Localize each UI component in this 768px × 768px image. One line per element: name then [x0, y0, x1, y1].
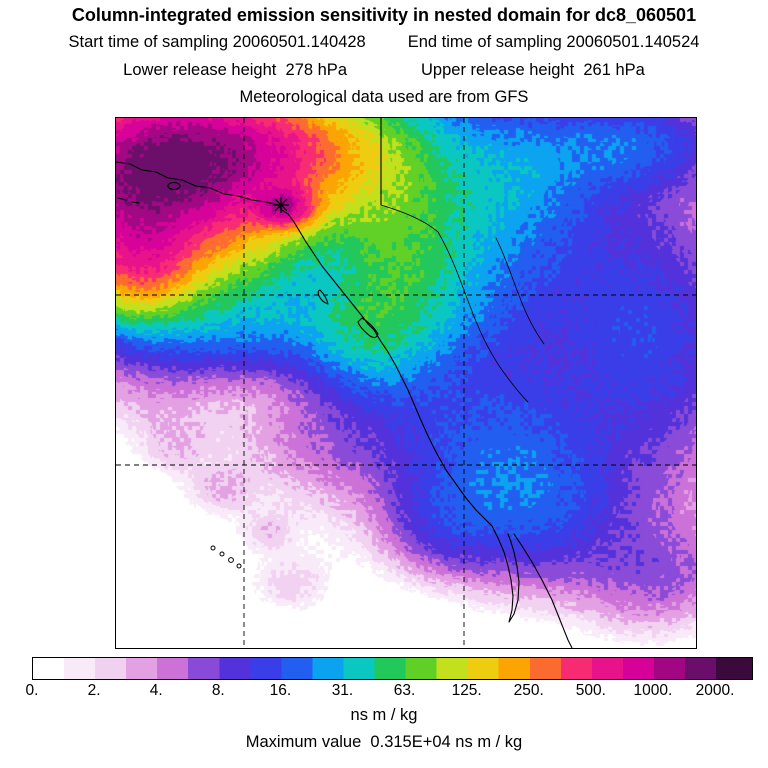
receptor-marker: [273, 197, 289, 213]
haida-gwaii-island: [317, 289, 329, 305]
colorbar-tick-label: 2.: [87, 682, 101, 699]
colorbar-gradient: [33, 658, 752, 679]
baja-peninsula-path: [491, 525, 520, 623]
lower-release-height-text: Lower release height 278 hPa: [123, 61, 347, 79]
met-data-line: Meteorological data used are from GFS: [0, 88, 768, 107]
hawaii-islands: [210, 545, 242, 569]
coastline-path: [116, 161, 493, 527]
mountain-boundary-path: [495, 237, 545, 345]
colorbar-tick-label: 63.: [393, 682, 416, 699]
vancouver-island: [357, 317, 379, 339]
figure-title: Column-integrated emission sensitivity i…: [71, 5, 697, 25]
aleutian-islands: [117, 197, 140, 204]
hawaii-island-dot: [236, 563, 242, 569]
hawaii-island-dot: [210, 545, 216, 551]
colorbar-tick-label: 500.: [575, 682, 606, 699]
interior-boundary-path: [380, 204, 529, 403]
release-heights-line: Lower release height 278 hPa Upper relea…: [0, 61, 768, 80]
colorbar-units-label: ns m / kg: [350, 706, 418, 724]
colorbar-tick-label: 250.: [513, 682, 544, 699]
colorbar-tick-label: 1000.: [633, 682, 673, 699]
graticule: [116, 118, 696, 648]
mainland-mexico-coast-path: [513, 533, 573, 648]
colorbar-tick-label: 2000.: [695, 682, 735, 699]
met-data-text: Meteorological data used are from GFS: [239, 88, 529, 106]
kodiak-island: [167, 181, 181, 191]
colorbar-tick-label: 8.: [211, 682, 225, 699]
colorbar-tick-label: 16.: [269, 682, 292, 699]
maximum-value-label: Maximum value 0.315E+04 ns m / kg: [245, 733, 523, 751]
hawaii-island-dot: [228, 557, 234, 563]
colorbar: [32, 657, 753, 680]
map-frame: [115, 117, 697, 649]
sensitivity-field-canvas: [116, 118, 696, 648]
sampling-end-text: End time of sampling 20060501.140524: [407, 33, 700, 51]
map-overlay: [116, 118, 696, 648]
sampling-times-line: Start time of sampling 20060501.140428 E…: [0, 33, 768, 52]
colorbar-tick-label: 4.: [149, 682, 163, 699]
colorbar-tick-label: 125.: [451, 682, 482, 699]
colorbar-tick-label: 0.: [25, 682, 39, 699]
colorbar-tick-label: 31.: [331, 682, 354, 699]
upper-release-height-text: Upper release height 261 hPa: [421, 61, 645, 79]
colorbar-ticks: 0. 2. 4. 8. 16. 31. 63. 125. 250. 500. 1000. 2000.: [26, 682, 751, 700]
sampling-start-text: Start time of sampling 20060501.140428: [68, 33, 366, 51]
hawaii-island-dot: [219, 551, 225, 557]
